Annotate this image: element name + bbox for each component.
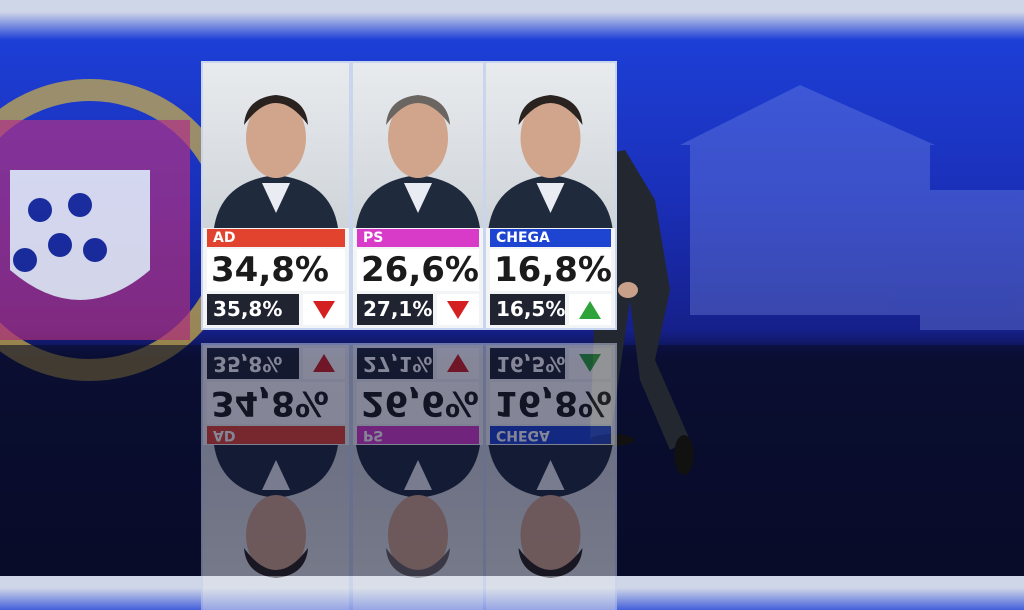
candidate-card: AD 34,8% 35,8% (203, 63, 349, 328)
current-result: 26,6% (357, 249, 479, 291)
current-result: 34,8% (207, 382, 345, 424)
candidate-photo (486, 63, 615, 228)
candidate-card: PS 26,6% 27,1% (353, 63, 483, 328)
board-reflection: AD 34,8% 35,8% PS 26,6% 27,1% CHEGA 16,8% 16,5… (203, 340, 617, 610)
trend-box (303, 348, 345, 379)
candidate-card: PS 26,6% 27,1% (353, 345, 483, 610)
arrow-shape (313, 301, 335, 319)
current-result: 16,8% (490, 382, 612, 424)
portrait (214, 95, 338, 228)
trend-arrow (447, 301, 469, 319)
arrow-shape (579, 301, 601, 319)
previous-result: 16,5% (490, 294, 565, 325)
candidate-card: AD 34,8% 35,8% (203, 345, 349, 610)
trend-arrow (579, 354, 601, 372)
arrow-shape (313, 354, 335, 372)
previous-result: 35,8% (207, 348, 299, 379)
trend-box (569, 348, 611, 379)
candidate-photo (353, 63, 483, 228)
previous-result: 35,8% (207, 294, 299, 325)
trend-box (437, 294, 479, 325)
portrait (488, 445, 613, 578)
flag-emblem (0, 79, 241, 381)
arrow-shape (579, 354, 601, 372)
trend-arrow (447, 354, 469, 372)
trend-arrow (313, 301, 335, 319)
portrait (356, 95, 480, 228)
party-label: CHEGA (490, 229, 611, 247)
arrow-shape (447, 354, 469, 372)
candidate-photo (486, 445, 615, 610)
results-board: AD 34,8% 35,8% PS 26,6% 27,1% CHEGA 16,8% 16,5… (203, 63, 617, 333)
candidate-card: CHEGA 16,8% 16,5% (486, 63, 615, 328)
party-label: AD (207, 426, 345, 444)
current-result: 16,8% (490, 249, 612, 291)
candidate-photo (353, 445, 483, 610)
trend-box (569, 294, 611, 325)
current-result: 34,8% (207, 249, 345, 291)
trend-arrow (579, 301, 601, 319)
party-label: PS (357, 426, 479, 444)
portrait (488, 95, 613, 228)
previous-result: 27,1% (357, 348, 433, 379)
trend-box (437, 348, 479, 379)
party-label: PS (357, 229, 479, 247)
portrait (214, 445, 338, 578)
previous-result: 16,5% (490, 348, 565, 379)
candidate-photo (203, 445, 349, 610)
parliament-building (680, 85, 1024, 330)
candidate-card: CHEGA 16,8% 16,5% (486, 345, 615, 610)
previous-result: 27,1% (357, 294, 433, 325)
current-result: 26,6% (357, 382, 479, 424)
portrait (356, 445, 480, 578)
party-label: AD (207, 229, 345, 247)
party-label: CHEGA (490, 426, 611, 444)
trend-arrow (313, 354, 335, 372)
trend-box (303, 294, 345, 325)
arrow-shape (447, 301, 469, 319)
candidate-photo (203, 63, 349, 228)
